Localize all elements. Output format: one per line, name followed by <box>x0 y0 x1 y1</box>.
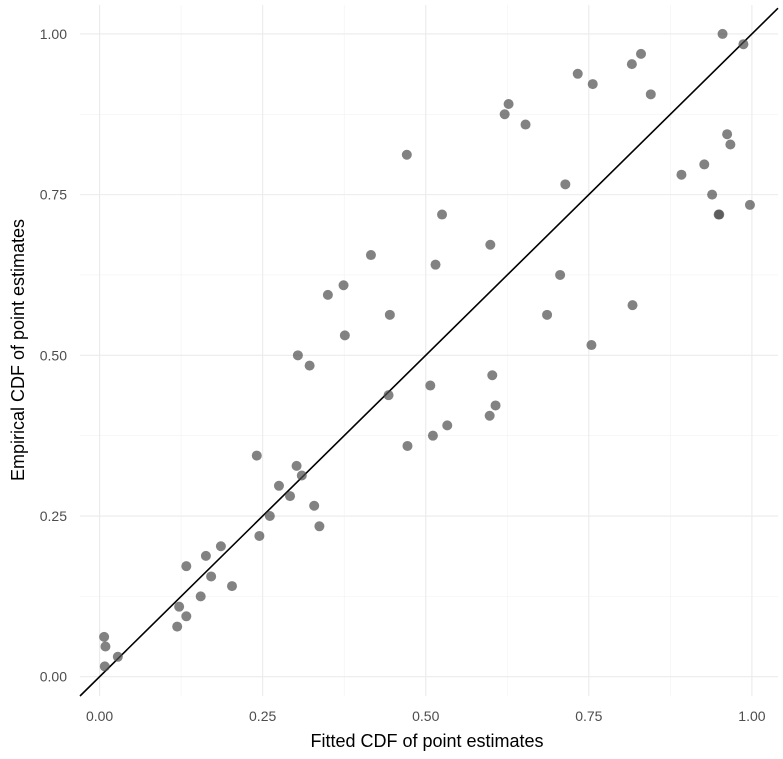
data-point <box>383 390 394 401</box>
data-point <box>254 530 265 541</box>
data-point <box>172 621 183 632</box>
data-point <box>707 189 718 200</box>
points-layer <box>99 28 755 672</box>
data-point <box>200 550 211 561</box>
grid <box>80 5 778 696</box>
data-point <box>722 129 733 140</box>
y-tick-label: 1.00 <box>40 26 67 42</box>
data-point <box>542 309 553 320</box>
y-tick-label: 0.75 <box>40 187 67 203</box>
data-point <box>296 470 307 481</box>
data-point <box>226 581 237 592</box>
data-point <box>437 209 448 220</box>
data-point <box>174 601 185 612</box>
data-point <box>744 199 755 210</box>
data-point <box>365 250 376 261</box>
data-point <box>322 289 333 300</box>
y-axis-ticks: 0.00 0.25 0.50 0.75 1.00 <box>40 26 67 685</box>
data-point <box>714 209 725 220</box>
reference-line-layer <box>79 7 779 697</box>
data-point <box>627 300 638 311</box>
x-axis-ticks: 0.00 0.25 0.50 0.75 1.00 <box>86 708 766 724</box>
y-tick-label: 0.00 <box>40 669 67 685</box>
data-point <box>195 591 206 602</box>
data-point <box>99 661 110 672</box>
data-point <box>401 149 412 160</box>
data-point <box>699 159 710 170</box>
data-point <box>645 89 656 100</box>
data-point <box>425 380 436 391</box>
data-point <box>100 641 111 652</box>
data-point <box>309 500 320 511</box>
data-point <box>427 430 438 441</box>
x-axis-title: Fitted CDF of point estimates <box>310 731 543 751</box>
y-axis-title: Empirical CDF of point estimates <box>8 219 28 481</box>
data-point <box>402 440 413 451</box>
data-point <box>572 68 583 79</box>
data-point <box>490 400 501 411</box>
data-point <box>586 340 597 351</box>
data-point <box>338 280 349 291</box>
data-point <box>251 450 262 461</box>
data-point <box>485 239 496 250</box>
data-point <box>738 39 749 50</box>
data-point <box>206 571 217 582</box>
data-point <box>339 330 350 341</box>
data-point <box>487 370 498 381</box>
data-point <box>560 179 571 190</box>
data-point <box>292 350 303 361</box>
data-point <box>430 259 441 270</box>
x-tick-label: 1.00 <box>738 708 765 724</box>
data-point <box>717 28 728 39</box>
data-point <box>676 169 687 180</box>
x-tick-label: 0.50 <box>412 708 439 724</box>
data-point <box>181 611 192 622</box>
data-point <box>503 98 514 109</box>
data-point <box>484 410 495 421</box>
data-point <box>314 521 325 532</box>
data-point <box>264 511 275 522</box>
data-point <box>112 651 123 662</box>
data-point <box>520 119 531 130</box>
data-point <box>442 420 453 431</box>
data-point <box>636 48 647 59</box>
x-tick-label: 0.25 <box>249 708 276 724</box>
data-point <box>181 561 192 572</box>
data-point <box>555 269 566 280</box>
data-point <box>291 460 302 471</box>
y-tick-label: 0.25 <box>40 508 67 524</box>
data-point <box>499 109 510 120</box>
x-tick-label: 0.00 <box>86 708 113 724</box>
reference-line <box>79 7 779 697</box>
data-point <box>273 480 284 491</box>
data-point <box>99 631 110 642</box>
x-tick-label: 0.75 <box>575 708 602 724</box>
data-point <box>304 360 315 371</box>
data-point <box>725 139 736 150</box>
y-tick-label: 0.50 <box>40 347 67 363</box>
data-point <box>215 541 226 552</box>
data-point <box>384 309 395 320</box>
data-point <box>285 491 296 502</box>
data-point <box>587 79 598 90</box>
data-point <box>626 59 637 70</box>
